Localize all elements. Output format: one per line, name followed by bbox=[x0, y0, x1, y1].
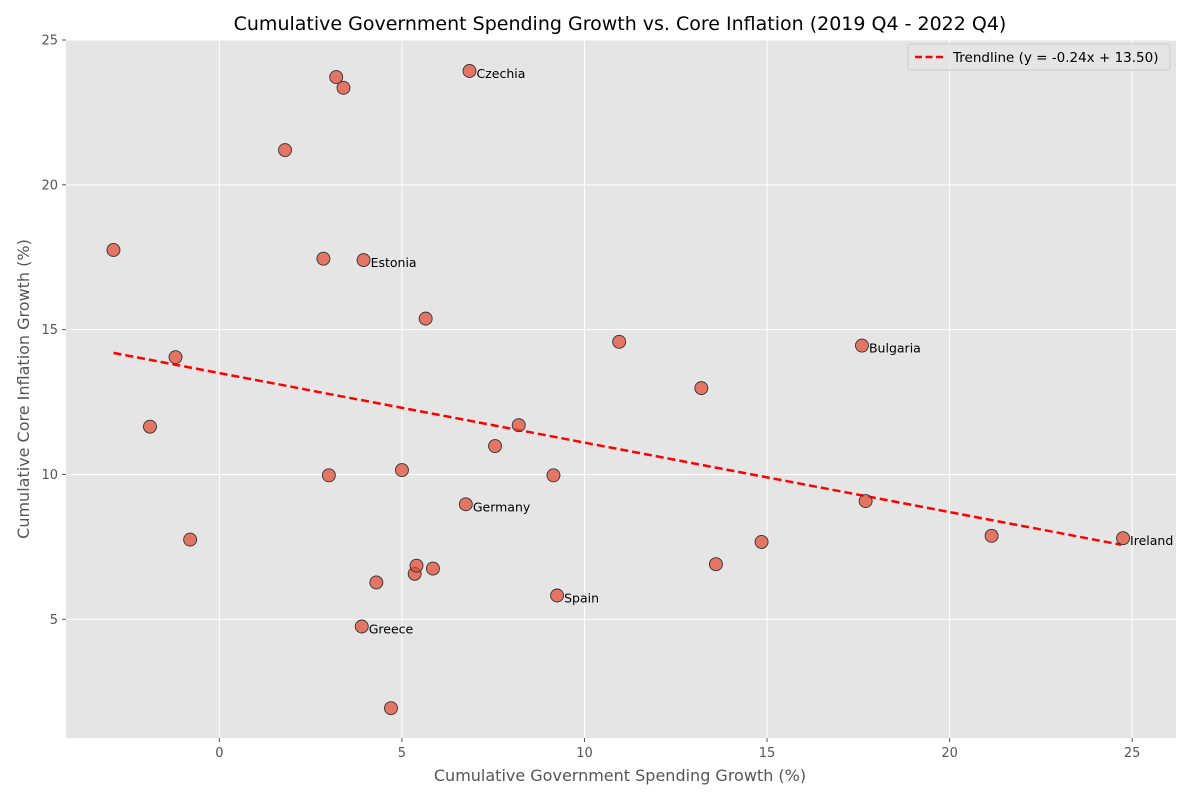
scatter-point bbox=[488, 439, 502, 454]
legend-box bbox=[907, 43, 1171, 71]
legend-trendline-label: Trendline (y = -0.24x + 13.50) bbox=[952, 50, 1158, 66]
data-points bbox=[106, 64, 1131, 716]
y-tick-label: 20 bbox=[41, 178, 58, 193]
x-tick-label: 10 bbox=[576, 746, 593, 761]
x-axis-label: Cumulative Government Spending Growth (%… bbox=[434, 766, 806, 785]
axis-ticks: 0 5 10 15 20 25 5 10 15 20 25 bbox=[41, 34, 1140, 762]
x-tick-label: 20 bbox=[941, 746, 958, 761]
x-tick-label: 15 bbox=[759, 746, 776, 761]
scatter-point bbox=[143, 419, 157, 434]
scatter-point bbox=[984, 528, 999, 543]
y-tick-label: 5 bbox=[50, 613, 58, 628]
x-tick-label: 5 bbox=[398, 746, 406, 761]
point-label: Bulgaria bbox=[869, 341, 921, 356]
scatter-point bbox=[384, 701, 398, 716]
x-tick-label: 25 bbox=[1124, 746, 1141, 761]
scatter-point bbox=[426, 561, 440, 576]
grid bbox=[66, 39, 1176, 738]
scatter-point bbox=[168, 350, 183, 365]
scatter-point bbox=[329, 70, 344, 85]
scatter-point bbox=[458, 497, 473, 512]
scatter-point bbox=[369, 575, 384, 590]
point-labels: Greece Estonia Germany Czechia Spain Bulgaria… bbox=[369, 66, 1174, 637]
y-tick-label: 25 bbox=[41, 34, 58, 49]
point-label: Czechia bbox=[476, 66, 525, 81]
y-axis-label: Cumulative Core Inflation Growth (%) bbox=[14, 239, 33, 539]
trendline bbox=[113, 351, 1122, 546]
scatter-point bbox=[550, 588, 565, 603]
scatter-point bbox=[511, 418, 526, 433]
scatter-point bbox=[321, 468, 336, 483]
scatter-point bbox=[694, 381, 709, 396]
point-label: Spain bbox=[564, 591, 599, 606]
plot-area bbox=[66, 40, 1176, 738]
x-tick-label: 0 bbox=[215, 746, 223, 761]
scatter-point bbox=[394, 463, 409, 478]
scatter-point bbox=[858, 494, 873, 509]
point-label: Germany bbox=[473, 499, 531, 514]
scatter-point bbox=[356, 253, 371, 268]
scatter-point bbox=[183, 532, 198, 547]
y-tick-label: 15 bbox=[41, 323, 58, 338]
scatter-point bbox=[336, 80, 351, 95]
scatter-point bbox=[316, 251, 331, 266]
scatter-point bbox=[546, 468, 561, 483]
scatter-point bbox=[1116, 531, 1131, 546]
point-label: Greece bbox=[369, 621, 414, 636]
point-label: Ireland bbox=[1130, 533, 1173, 548]
scatter-point bbox=[612, 334, 627, 349]
scatter-point bbox=[708, 557, 723, 572]
scatter-point bbox=[409, 558, 424, 573]
scatter-point bbox=[354, 619, 369, 634]
point-label: Estonia bbox=[371, 255, 417, 270]
scatter-point bbox=[754, 534, 769, 549]
scatter-point bbox=[418, 311, 433, 326]
scatter-point bbox=[855, 338, 869, 353]
y-tick-label: 10 bbox=[41, 468, 58, 483]
scatter-point bbox=[462, 64, 477, 78]
legend: Trendline (y = -0.24x + 13.50) bbox=[907, 43, 1171, 71]
scatter-point bbox=[106, 243, 121, 257]
chart-title: Cumulative Government Spending Growth vs… bbox=[234, 13, 1007, 35]
scatter-point bbox=[278, 143, 293, 158]
